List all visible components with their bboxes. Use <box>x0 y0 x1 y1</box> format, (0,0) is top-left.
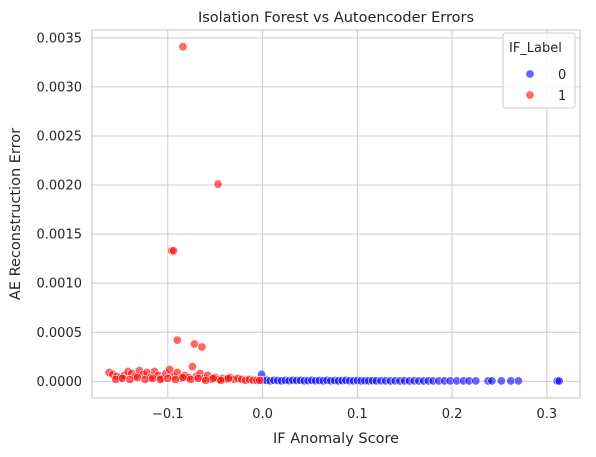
y-tick-label: 0.0030 <box>37 80 83 95</box>
plot-area-background <box>92 30 580 398</box>
plot-frame <box>91 29 581 399</box>
x-tick-label: −0.1 <box>152 407 184 422</box>
y-tick-label: 0.0025 <box>37 129 83 144</box>
data-point-series-1 <box>193 373 203 383</box>
plot-border <box>91 29 581 399</box>
legend-label-1: 1 <box>558 89 566 104</box>
data-point-series-1 <box>186 374 196 384</box>
data-point-series-1 <box>155 374 165 384</box>
x-tick-label: 0.2 <box>442 407 463 422</box>
x-tick-label: 0.0 <box>252 407 273 422</box>
y-axis-ticks: 0.0000 0.0005 0.0010 0.0015 0.0020 0.0025 0.00… <box>37 31 83 389</box>
legend-label-0: 0 <box>558 68 566 83</box>
y-tick-label: 0.0000 <box>37 375 83 390</box>
y-axis-title: AE Reconstruction Error <box>8 128 24 300</box>
x-tick-label: 0.1 <box>347 407 368 422</box>
x-tick-label: 0.3 <box>536 407 557 422</box>
legend-marker-1 <box>525 90 535 100</box>
legend-title: IF_Label <box>509 41 562 56</box>
x-axis-title: IF Anomaly Score <box>273 431 399 447</box>
data-point-series-1 <box>216 375 226 385</box>
data-point-series-1 <box>255 375 265 385</box>
data-point-series-1 <box>170 374 180 384</box>
chart-title: Isolation Forest vs Autoencoder Errors <box>198 10 474 26</box>
y-tick-label: 0.0010 <box>37 277 83 292</box>
data-point-series-1 <box>208 373 218 383</box>
data-point-series-1 <box>201 375 211 385</box>
data-point-series-1 <box>213 179 223 189</box>
grid-lines <box>92 30 580 398</box>
data-point-series-0 <box>471 376 481 386</box>
data-point-series-1 <box>168 246 178 256</box>
data-point-series-1 <box>223 373 233 383</box>
legend: IF_Label 0 1 <box>502 32 576 109</box>
data-point-series-1 <box>172 335 182 345</box>
y-tick-label: 0.0005 <box>37 326 83 341</box>
data-point-series-0 <box>513 376 523 386</box>
data-point-series-1 <box>140 374 150 384</box>
y-tick-label: 0.0020 <box>37 179 83 194</box>
y-tick-label: 0.0015 <box>37 228 83 243</box>
y-tick-label: 0.0035 <box>37 31 83 46</box>
data-point-series-1 <box>189 339 199 349</box>
data-point-series-1 <box>132 372 142 382</box>
x-axis-ticks: −0.1 0.0 0.1 0.2 0.3 <box>152 407 557 422</box>
data-point-series-1 <box>148 373 158 383</box>
legend-marker-0 <box>525 69 535 79</box>
data-point-series-1 <box>163 373 173 383</box>
data-point-series-0 <box>496 376 506 386</box>
data-point-series-1 <box>117 373 127 383</box>
data-point-series-1 <box>197 342 207 352</box>
data-point-series-0 <box>506 376 516 386</box>
data-point-series-1 <box>178 372 188 382</box>
legend-box <box>502 32 576 109</box>
data-point-series-1 <box>187 362 197 372</box>
data-point-series-0 <box>487 376 497 386</box>
data-point-series-1 <box>178 42 188 52</box>
data-point-series-1 <box>125 374 135 384</box>
data-points <box>104 42 564 386</box>
data-point-series-0 <box>554 376 564 386</box>
